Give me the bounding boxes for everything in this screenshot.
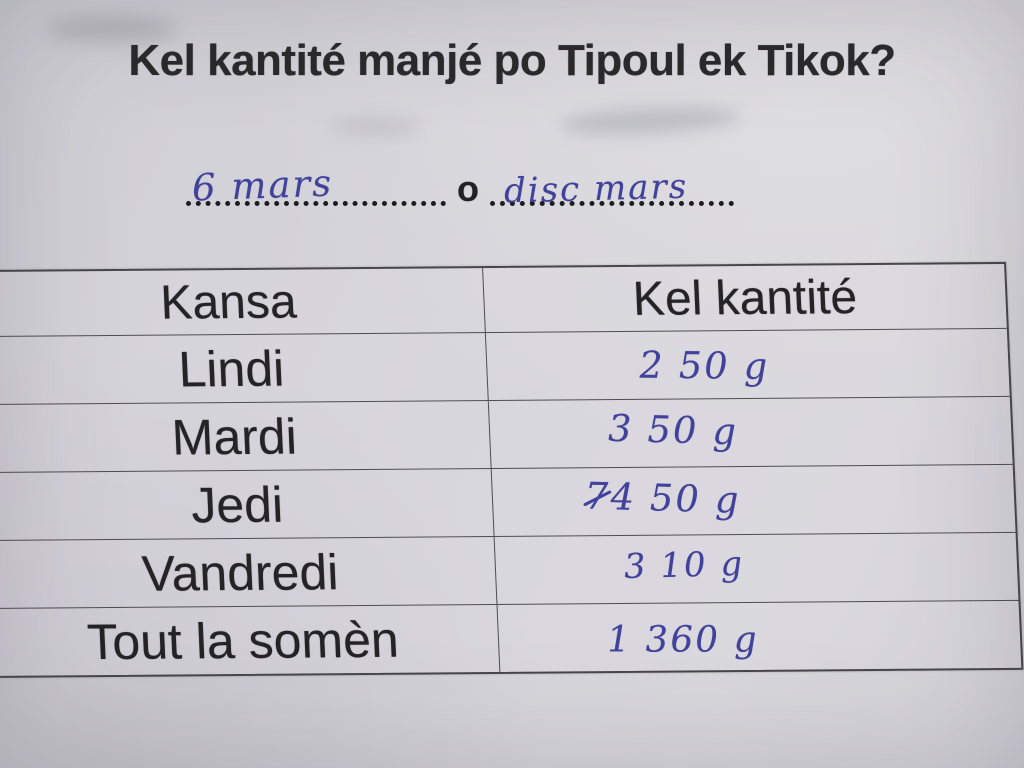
table-row: Lindi 2 50 g — [0, 327, 1010, 405]
header-kansa: Kansa — [0, 268, 486, 337]
handwritten-answer-1: 6 mars — [191, 161, 334, 210]
handwritten-quantity: 3 10 g — [623, 544, 746, 587]
handwritten-quantity: 1 360 g — [606, 619, 759, 660]
handwritten-quantity: 3 50 g — [608, 407, 738, 453]
day-label: Mardi — [0, 400, 492, 472]
quantity-text: 3 10 g — [622, 543, 746, 587]
bleed-through-smudge — [330, 118, 420, 136]
quantity-cell: 3 10 g — [495, 533, 1019, 604]
day-label: Lindi — [0, 333, 489, 405]
handwritten-answer-2: disc mars — [503, 166, 689, 212]
quantity-cell: 1 360 g — [498, 601, 1022, 672]
table-row: Tout la somèn 1 360 g — [0, 599, 1022, 676]
day-label: Jedi — [0, 468, 495, 540]
quantity-cell: 3 50 g — [489, 397, 1013, 468]
quantity-text: 4 50 g — [610, 475, 741, 522]
answer-separator: o — [457, 168, 479, 209]
dotted-blank-2: disc mars — [490, 149, 734, 211]
table-row: Vandredi 3 10 g — [0, 531, 1019, 608]
dotted-blank-1: 6 mars — [186, 149, 446, 209]
header-kel-kantite: Kel kantité — [631, 270, 859, 326]
bleed-through-smudge — [559, 103, 741, 139]
table-row: Mardi 3 50 g — [0, 395, 1013, 472]
answer-line: 6 mars o disc mars — [186, 146, 734, 211]
quantity-cell: 2 50 g — [486, 329, 1010, 400]
quantity-cell: 74 50 g — [492, 465, 1016, 536]
table-header-row: Kansa Kel kantité — [0, 264, 1007, 337]
handwritten-quantity: 74 50 g — [585, 475, 741, 522]
quantity-text: 3 50 g — [607, 406, 739, 454]
struck-digit: 7 — [584, 474, 611, 519]
quantity-text: 2 50 g — [638, 343, 770, 388]
worksheet-title: Kel kantité manjé po Tipoul ek Tikok? — [128, 36, 896, 85]
table-row: Jedi 74 50 g — [0, 463, 1016, 540]
quantity-text: 1 360 g — [606, 619, 760, 661]
day-label: Vandredi — [0, 536, 498, 608]
day-label: Tout la somèn — [0, 604, 501, 676]
handwritten-quantity: 2 50 g — [639, 344, 770, 388]
quantity-table: Kansa Kel kantité Lindi 2 50 g Mardi 3 5… — [0, 261, 1024, 678]
